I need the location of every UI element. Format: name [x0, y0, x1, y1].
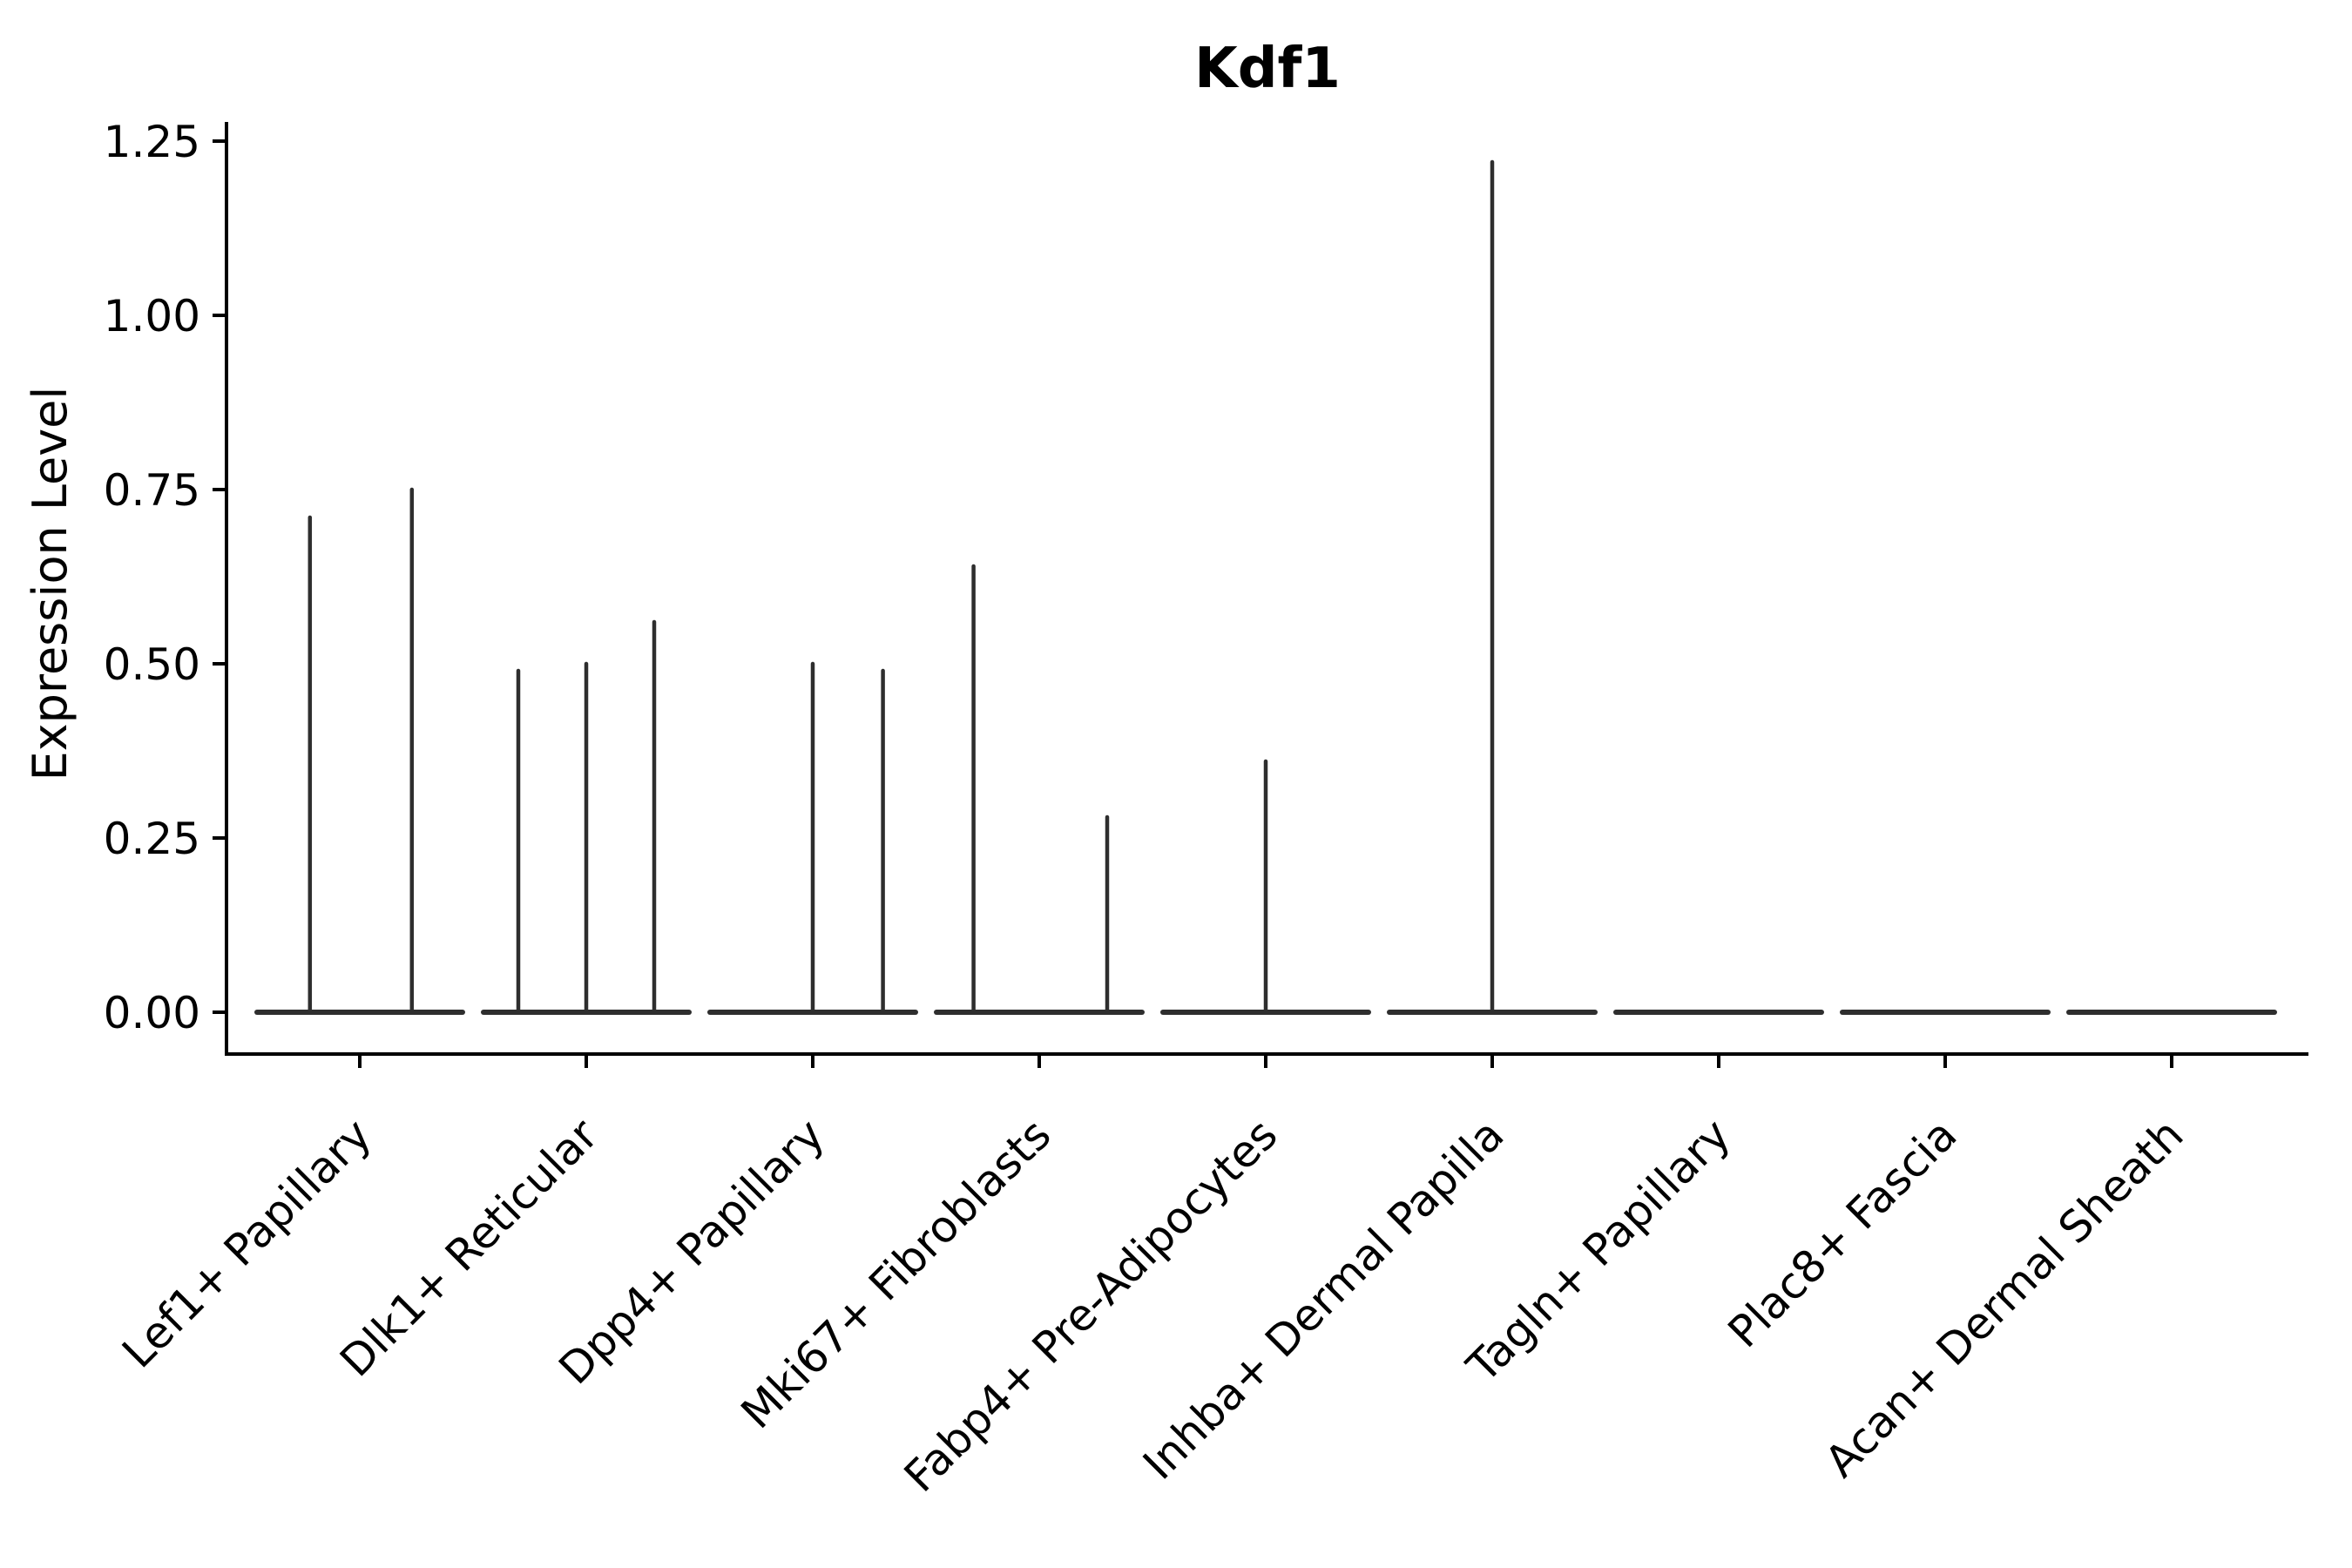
x-tick-label: Lef1+ Papillary [112, 1109, 381, 1377]
y-tick-label: 1.25 [104, 117, 200, 167]
y-tick-label: 0.75 [104, 465, 200, 516]
y-tick-label: 1.00 [104, 291, 200, 341]
x-tick-label: Plac8+ Fascia [1719, 1109, 1967, 1357]
x-tick-label: Acan+ Dermal Sheath [1815, 1109, 2193, 1487]
y-tick-label: 0.25 [104, 814, 200, 864]
y-tick-label: 0.00 [104, 988, 200, 1038]
y-tick-label: 0.50 [104, 639, 200, 690]
x-tick-label: Fabp4+ Pre-Adipocytes [895, 1109, 1288, 1502]
plot-title: Kdf1 [1194, 37, 1341, 101]
y-axis-label: Expression Level [23, 387, 78, 781]
x-tick-label: Inhba+ Dermal Papilla [1133, 1109, 1513, 1489]
violins-group [254, 159, 2277, 1015]
y-axis-group: 0.00 0.25 0.50 0.75 1.00 1.25 [104, 117, 226, 1038]
